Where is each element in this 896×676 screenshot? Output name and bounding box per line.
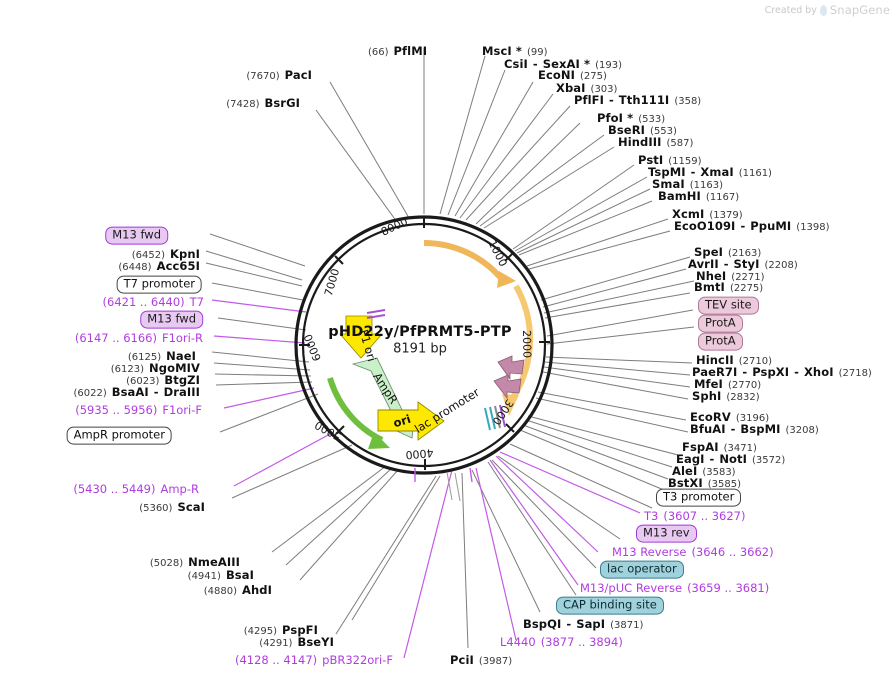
enzyme-label-avrii-styi: AvrII - StyI (2208) [688, 257, 798, 271]
enzyme-label-bseyi: (4291) BseYI [259, 635, 334, 649]
leader-lines-enzymes [205, 48, 695, 649]
snapgene-drop-icon [819, 4, 827, 16]
snapgene-watermark: Created by SnapGene [765, 3, 890, 17]
enzyme-label-sphi: SphI (2832) [692, 389, 760, 403]
primer-label-t7: (6421 .. 6440) T7 [102, 295, 204, 309]
scale-label-2000: 2000 [520, 330, 534, 359]
primer-label-amp-r: (5430 .. 5449) Amp-R [73, 482, 199, 496]
plasmid-size: 8191 bp [393, 341, 447, 357]
enzyme-label-pfoi: PfoI * (533) [597, 111, 666, 125]
feature-badge-prota-a[interactable]: ProtA [698, 314, 743, 333]
primer-label-f1ori-r: (6147 .. 6166) F1ori-R [74, 331, 203, 345]
feature-badge-m13-rev[interactable]: M13 rev [636, 524, 697, 543]
enzyme-label-alei: AleI (3583) [672, 464, 736, 478]
enzyme-label-pflmi: (66) PflMI [368, 44, 428, 58]
enzyme-label-spei: SpeI (2163) [694, 245, 762, 259]
enzyme-label-tspmi-xmai: TspMI - XmaI (1161) [648, 165, 772, 179]
feature-badge-tev-site[interactable]: TEV site [698, 296, 759, 315]
enzyme-label-xcmi: XcmI (1379) [672, 207, 743, 221]
primer-label-m13-reverse: M13 Reverse (3646 .. 3662) [612, 545, 774, 559]
enzyme-label-ecorv: EcoRV (3196) [690, 410, 770, 424]
watermark-prefix: Created by [764, 4, 817, 16]
enzyme-label-btgzi: (6023) BtgZI [126, 373, 200, 387]
feature-badge-m13-fwd-lower[interactable]: M13 fwd [140, 310, 203, 329]
enzyme-label-ngomiv: (6123) NgoMIV [110, 361, 200, 375]
enzyme-label-econi: EcoNI (275) [538, 68, 607, 82]
feature-arc-orange-top [423, 240, 516, 288]
enzyme-label-hindiii: HindIII (587) [618, 135, 694, 149]
enzyme-label-xbai: XbaI (303) [556, 81, 618, 95]
feature-stripe-marks [366, 309, 506, 502]
watermark-brand: SnapGene [829, 3, 890, 17]
feature-prota-arrows [493, 355, 525, 400]
enzyme-label-nhei: NheI (2271) [696, 269, 765, 283]
enzyme-label-hincii: HincII (2710) [696, 353, 772, 367]
primer-label-t3: T3 (3607 .. 3627) [644, 509, 746, 523]
enzyme-label-pflfi-tth111i: PflFI - Tth111I (358) [574, 93, 702, 107]
scale-label-4000: 4000 [404, 446, 434, 462]
plasmid-name: pHD22y/PfPRMT5-PTP [328, 324, 512, 340]
feature-f1-ori-arrow [339, 315, 383, 359]
enzyme-label-acc65i: (6448) Acc65I [118, 259, 200, 273]
enzyme-label-mfei: MfeI (2770) [694, 377, 762, 391]
enzyme-label-smai: SmaI (1163) [652, 177, 723, 191]
enzyme-label-bspqi-sapi: BspQI - SapI (3871) [523, 617, 644, 631]
primer-label-m13-puc-reverse: M13/pUC Reverse (3659 .. 3681) [580, 581, 770, 595]
feature-arc-green-left [327, 377, 390, 449]
leader-lines-primers [211, 299, 641, 659]
feature-badge-t3-promoter[interactable]: T3 promoter [656, 488, 742, 507]
enzyme-label-msci: MscI * (99) [482, 44, 548, 58]
enzyme-label-bmti: BmtI (2275) [694, 280, 764, 294]
enzyme-label-csii-sexai: CsiI - SexAI * (193) [504, 57, 622, 71]
enzyme-label-bsai: (4941) BsaI [187, 568, 254, 582]
enzyme-label-kpni: (6452) KpnI [131, 247, 200, 261]
feature-badge-prota-b[interactable]: ProtA [698, 332, 743, 351]
feature-badge-ampr-promoter[interactable]: AmpR promoter [66, 426, 172, 445]
enzyme-label-naei: (6125) NaeI [127, 349, 196, 363]
enzyme-label-paci: (7670) PacI [246, 68, 312, 82]
enzyme-label-pcii: PciI (3987) [450, 653, 513, 667]
enzyme-label-bsaai-draiii: (6022) BsaAI - DraIII [73, 385, 200, 399]
enzyme-label-bsrgi: (7428) BsrGI [226, 96, 300, 110]
enzyme-label-bfuai-bspmi: BfuAI - BspMI (3208) [690, 422, 819, 436]
enzyme-label-bamhi: BamHI (1167) [658, 189, 740, 203]
enzyme-label-eagi-noti: EagI - NotI (3572) [676, 452, 786, 466]
feature-badge-m13-fwd-upper[interactable]: M13 fwd [105, 226, 168, 245]
primer-label-l4440: L4440 (3877 .. 3894) [500, 635, 623, 649]
enzyme-label-bstxi: BstXI (3585) [668, 476, 742, 490]
primer-label-pbr322ori-f: (4128 .. 4147) pBR322ori-F [235, 653, 393, 667]
scale-ticks [299, 217, 550, 470]
enzyme-label-nmeaiii: (5028) NmeAIII [149, 555, 240, 569]
enzyme-label-pspfi: (4295) PspFI [243, 623, 318, 637]
enzyme-label-bseri: BseRI (553) [608, 123, 677, 137]
enzyme-label-fspai: FspAI (3471) [682, 440, 757, 454]
feature-badge-t7-promoter[interactable]: T7 promoter [116, 275, 202, 294]
enzyme-label-ecoo109i-ppumi: EcoO109I - PpuMI (1398) [674, 219, 830, 233]
feature-ori-arrow [377, 401, 445, 441]
enzyme-label-paer7i-pspxi-xhoi: PaeR7I - PspXI - XhoI (2718) [692, 365, 872, 379]
enzyme-label-ahdi: (4880) AhdI [203, 583, 272, 597]
enzyme-label-scai: (5360) ScaI [139, 500, 205, 514]
feature-badge-cap-binding-site[interactable]: CAP binding site [556, 596, 664, 615]
primer-label-f1ori-f: (5935 .. 5956) F1ori-F [75, 403, 202, 417]
feature-badge-lac-operator[interactable]: lac operator [600, 560, 684, 579]
enzyme-label-psti: PstI (1159) [638, 153, 702, 167]
